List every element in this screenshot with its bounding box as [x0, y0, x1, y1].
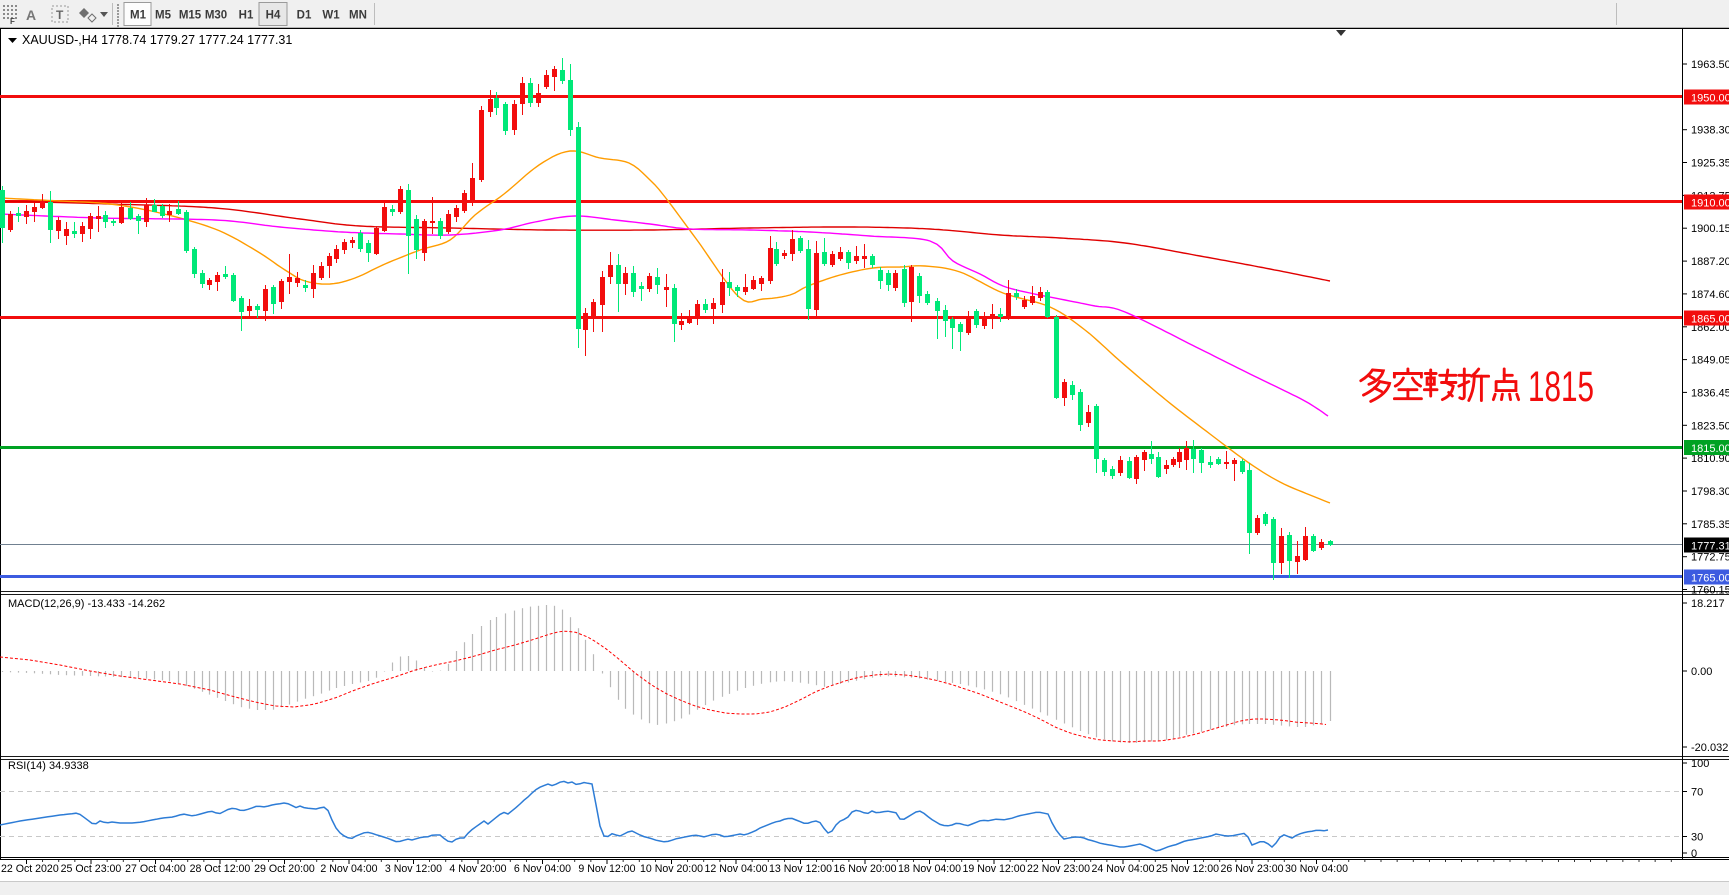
svg-text:1900.15: 1900.15	[1691, 223, 1729, 235]
svg-text:RSI(14) 34.9338: RSI(14) 34.9338	[8, 760, 89, 772]
svg-text:1963.50: 1963.50	[1691, 59, 1729, 71]
svg-text:1798.30: 1798.30	[1691, 486, 1729, 498]
svg-text:18 Nov 04:00: 18 Nov 04:00	[898, 863, 961, 875]
svg-text:1785.35: 1785.35	[1691, 519, 1729, 531]
svg-text:1765.00: 1765.00	[1691, 573, 1729, 585]
svg-text:2 Nov 04:00: 2 Nov 04:00	[320, 863, 377, 875]
svg-text:24 Nov 04:00: 24 Nov 04:00	[1091, 863, 1154, 875]
svg-text:1823.50: 1823.50	[1691, 420, 1729, 432]
svg-text:D1: D1	[297, 10, 312, 22]
svg-text:W1: W1	[322, 10, 340, 22]
svg-text:22 Oct 2020: 22 Oct 2020	[1, 863, 59, 875]
svg-text:3 Nov 12:00: 3 Nov 12:00	[385, 863, 442, 875]
svg-text:M15: M15	[179, 10, 202, 22]
svg-text:16 Nov 20:00: 16 Nov 20:00	[833, 863, 896, 875]
svg-text:1887.20: 1887.20	[1691, 256, 1729, 268]
svg-text:29 Oct 20:00: 29 Oct 20:00	[254, 863, 315, 875]
svg-text:1910.00: 1910.00	[1691, 198, 1729, 210]
svg-text:1760.15: 1760.15	[1691, 585, 1729, 597]
svg-text:30: 30	[1691, 832, 1703, 844]
svg-text:28 Oct 12:00: 28 Oct 12:00	[190, 863, 251, 875]
svg-text:1874.60: 1874.60	[1691, 289, 1729, 301]
svg-text:10 Nov 20:00: 10 Nov 20:00	[640, 863, 703, 875]
svg-text:MACD(12,26,9) -13.433 -14.262: MACD(12,26,9) -13.433 -14.262	[8, 598, 165, 610]
svg-text:M5: M5	[155, 10, 172, 22]
svg-text:1772.75: 1772.75	[1691, 552, 1729, 564]
svg-text:22 Nov 23:00: 22 Nov 23:00	[1027, 863, 1090, 875]
svg-text:70: 70	[1691, 787, 1703, 799]
svg-text:1810.90: 1810.90	[1691, 453, 1729, 465]
svg-text:27 Oct 04:00: 27 Oct 04:00	[125, 863, 186, 875]
svg-text:1865.00: 1865.00	[1691, 314, 1729, 326]
svg-text:A: A	[26, 7, 36, 23]
svg-text:1777.31: 1777.31	[1691, 541, 1729, 553]
svg-text:4 Nov 20:00: 4 Nov 20:00	[449, 863, 506, 875]
svg-text:19 Nov 12:00: 19 Nov 12:00	[962, 863, 1025, 875]
svg-text:30 Nov 04:00: 30 Nov 04:00	[1285, 863, 1348, 875]
svg-text:H1: H1	[239, 10, 254, 22]
svg-text:6 Nov 04:00: 6 Nov 04:00	[514, 863, 571, 875]
svg-text:1925.35: 1925.35	[1691, 158, 1729, 170]
svg-text:H4: H4	[266, 10, 281, 22]
svg-text:1849.05: 1849.05	[1691, 355, 1729, 367]
svg-text:25 Oct 23:00: 25 Oct 23:00	[61, 863, 122, 875]
svg-text:1950.00: 1950.00	[1691, 93, 1729, 105]
svg-text:25 Nov 12:00: 25 Nov 12:00	[1156, 863, 1219, 875]
svg-text:12 Nov 04:00: 12 Nov 04:00	[704, 863, 767, 875]
svg-text:1815.00: 1815.00	[1691, 443, 1729, 455]
svg-text:F: F	[10, 17, 15, 26]
svg-text:M1: M1	[130, 10, 147, 22]
svg-text:26 Nov 23:00: 26 Nov 23:00	[1220, 863, 1283, 875]
svg-text:0.00: 0.00	[1691, 666, 1712, 678]
svg-text:1836.45: 1836.45	[1691, 387, 1729, 399]
svg-text:9 Nov 12:00: 9 Nov 12:00	[578, 863, 635, 875]
svg-text:0: 0	[1691, 848, 1697, 860]
svg-text:1815: 1815	[1528, 363, 1594, 411]
svg-text:18.217: 18.217	[1691, 598, 1725, 610]
svg-text:1938.30: 1938.30	[1691, 125, 1729, 137]
svg-text:13 Nov 12:00: 13 Nov 12:00	[769, 863, 832, 875]
svg-text:MN: MN	[349, 10, 367, 22]
svg-text:T: T	[56, 8, 64, 22]
svg-text:-20.032: -20.032	[1691, 742, 1728, 754]
svg-text:XAUUSD-,H4 1778.74 1779.27 17: XAUUSD-,H4 1778.74 1779.27 1777.24 1777.…	[22, 33, 292, 47]
svg-text:100: 100	[1691, 758, 1709, 770]
svg-text:M30: M30	[205, 10, 227, 22]
